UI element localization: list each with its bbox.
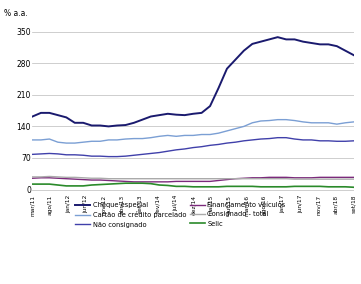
Legend: Cheque especial, Cartão de crédito parcelado, Não consignado, Financiamento veíc: Cheque especial, Cartão de crédito parce…	[75, 202, 286, 228]
Text: % a.a.: % a.a.	[4, 9, 27, 18]
